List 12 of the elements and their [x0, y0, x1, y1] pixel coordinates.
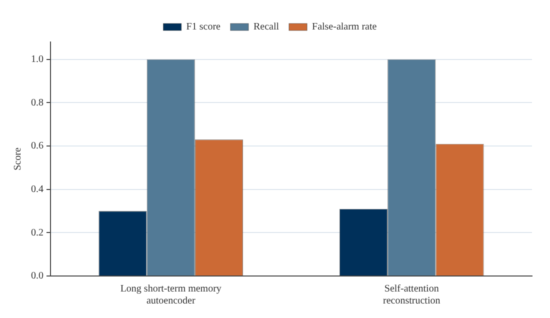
y-tick-label: 0.2 [31, 227, 44, 238]
x-tick-label: Long short-term memory autoencoder [120, 284, 222, 307]
legend-label: False-alarm rate [312, 22, 378, 33]
y-tick-label: 1.0 [31, 54, 44, 65]
legend-label: F1 score [186, 22, 222, 33]
y-tick-label: 0.8 [31, 97, 44, 108]
y-axis-title: Score [12, 147, 24, 170]
y-tick-label: 0.4 [31, 184, 44, 195]
legend-label: Recall [253, 22, 280, 33]
y-tick-label: 0.6 [31, 140, 44, 152]
x-tick-label: Self-attention reconstruction [383, 284, 440, 307]
y-tick-label: 0.0 [31, 270, 44, 282]
